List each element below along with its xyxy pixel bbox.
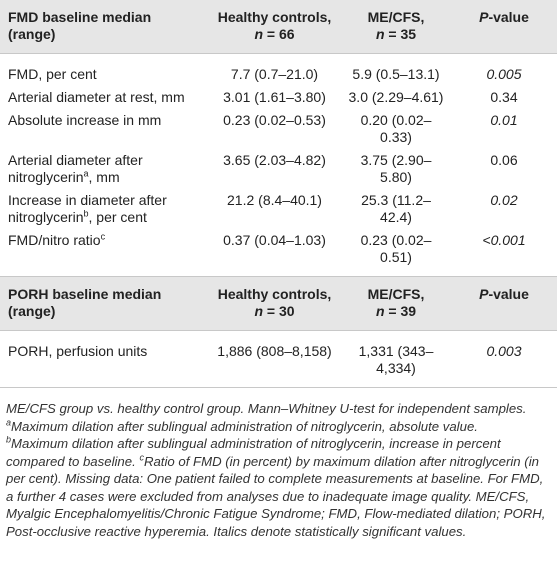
- cell: 0.003: [451, 330, 557, 388]
- header-text: = 39: [388, 303, 417, 319]
- header-cell: P-value: [451, 277, 557, 331]
- footnote-text: ME/CFS group vs. healthy control group. …: [6, 401, 527, 416]
- footnote-mark: b: [6, 434, 12, 445]
- header-cell: ME/CFS, n = 39: [341, 277, 451, 331]
- row: FMD/nitro ratioc 0.37 (0.04–1.03) 0.23 (…: [0, 229, 557, 277]
- cell: 0.23 (0.02–0.53): [223, 112, 326, 128]
- header-text: n: [254, 26, 264, 42]
- cell-text: , per cent: [88, 209, 147, 225]
- row: Absolute increase in mm 0.23 (0.02–0.53)…: [0, 109, 557, 149]
- row: Increase in diameter after nitroglycerin…: [0, 189, 557, 229]
- footnote-text: Maximum dilation after sublingual admini…: [11, 418, 478, 434]
- cell: FMD, per cent: [8, 66, 97, 82]
- footnote-text: Ratio of FMD (in percent) by maximum dil…: [6, 453, 546, 539]
- cell: 21.2 (8.4–40.1): [227, 192, 322, 208]
- header-text: = 35: [388, 26, 417, 42]
- cell: Absolute increase in mm: [8, 112, 162, 128]
- cell-text: FMD/nitro ratio: [8, 232, 101, 248]
- header-text: n: [375, 303, 385, 319]
- fmd-table: FMD baseline median (range) Healthy cont…: [0, 0, 557, 277]
- cell-text: , mm: [88, 169, 120, 185]
- cell: Increase in diameter after nitroglycerin…: [0, 189, 208, 229]
- cell: 0.005: [486, 66, 522, 82]
- header-text: = 30: [266, 303, 295, 319]
- header-text: Healthy controls,: [217, 286, 332, 302]
- header-text: P: [479, 9, 489, 25]
- header-text: n: [254, 303, 264, 319]
- footnote-mark: b: [83, 208, 89, 219]
- cell: 3.75 (2.90–5.80): [360, 152, 432, 185]
- header-cell: FMD baseline median (range): [0, 0, 208, 54]
- header-row: PORH baseline median (range) Healthy con…: [0, 277, 557, 331]
- header-row: FMD baseline median (range) Healthy cont…: [0, 0, 557, 54]
- header-text: ME/CFS,: [367, 286, 425, 302]
- cell: 3.0 (2.29–4.61): [348, 89, 444, 105]
- footnote-mark: a: [83, 168, 89, 179]
- cell: 0.06: [490, 152, 518, 168]
- header-text: Healthy controls,: [217, 9, 332, 25]
- cell: 1,331 (343–4,334): [341, 330, 451, 388]
- header-text: = 66: [266, 26, 295, 42]
- cell: PORH, perfusion units: [0, 330, 208, 388]
- header-text: -value: [488, 9, 529, 25]
- cell: Arterial diameter at rest, mm: [8, 89, 185, 105]
- cell: 3.65 (2.03–4.82): [223, 152, 326, 168]
- cell: 0.20 (0.02–0.33): [360, 112, 432, 145]
- header-text: ME/CFS,: [367, 9, 425, 25]
- cell: 25.3 (11.2–42.4): [361, 192, 431, 225]
- cell: 0.23 (0.02–0.51): [341, 229, 451, 277]
- header-cell: P-value: [451, 0, 557, 54]
- header-cell: PORH baseline median (range): [0, 277, 208, 331]
- row: Arterial diameter after nitroglycerina, …: [0, 149, 557, 189]
- cell: 0.01: [490, 112, 518, 128]
- cell: 0.02: [490, 192, 518, 208]
- header-cell: Healthy controls, n = 66: [208, 0, 341, 54]
- footnote-mark: c: [100, 231, 106, 242]
- footnote-text: Maximum dilation after sublingual admini…: [6, 436, 501, 469]
- cell: Arterial diameter after nitroglycerina, …: [0, 149, 208, 189]
- header-text: n: [375, 26, 385, 42]
- row: Arterial diameter at rest, mm 3.01 (1.61…: [0, 86, 557, 109]
- cell: <0.001: [451, 229, 557, 277]
- cell: 0.34: [490, 89, 518, 105]
- cell-text: Arterial diameter after nitroglycerin: [8, 152, 143, 185]
- footnote: ME/CFS group vs. healthy control group. …: [0, 388, 557, 540]
- cell: 3.01 (1.61–3.80): [223, 89, 326, 105]
- cell: 0.37 (0.04–1.03): [208, 229, 341, 277]
- cell: 7.7 (0.7–21.0): [230, 66, 319, 82]
- header-cell: Healthy controls, n = 30: [208, 277, 341, 331]
- row: PORH, perfusion units 1,886 (808–8,158) …: [0, 330, 557, 388]
- porh-table: PORH baseline median (range) Healthy con…: [0, 277, 557, 388]
- cell: 5.9 (0.5–13.1): [352, 66, 440, 82]
- header-text: P: [479, 286, 489, 302]
- row: FMD, per cent 7.7 (0.7–21.0) 5.9 (0.5–13…: [0, 54, 557, 87]
- footnote-mark: c: [139, 452, 144, 463]
- cell: 1,886 (808–8,158): [208, 330, 341, 388]
- header-text: -value: [488, 286, 529, 302]
- cell: FMD/nitro ratioc: [0, 229, 208, 277]
- footnote-mark: a: [6, 417, 12, 428]
- cell-text: Increase in diameter after nitroglycerin: [8, 192, 167, 225]
- header-cell: ME/CFS, n = 35: [341, 0, 451, 54]
